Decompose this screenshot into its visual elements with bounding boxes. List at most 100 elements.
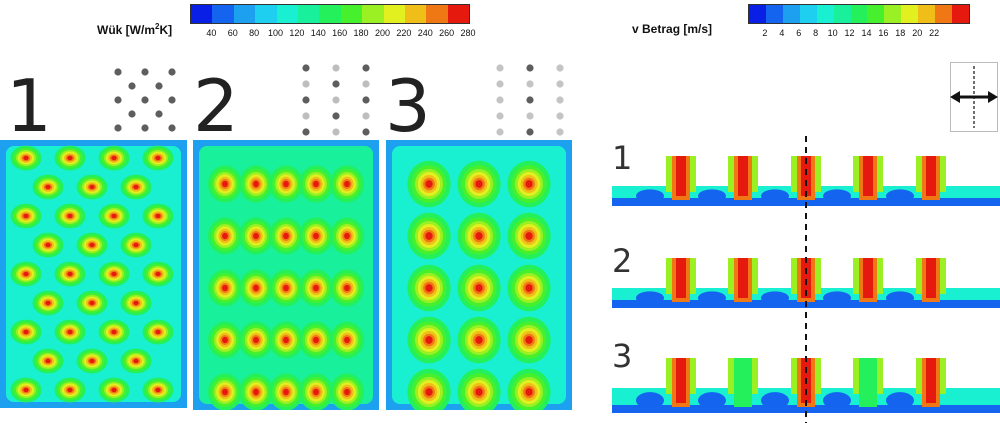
nozzle-dot [128,110,136,118]
jet-contour [45,242,51,248]
jet-contour [525,336,533,344]
recirculation-zone [823,392,851,409]
jet-peak [738,258,748,298]
colorbar-swatch [799,5,817,23]
colorbar-swatch [765,5,783,23]
colorbar-tick-label: 22 [929,28,940,38]
jet-peak [801,258,811,298]
jet-contour [253,232,259,240]
colorbar-swatch [404,5,427,23]
jet-contour [525,180,533,188]
jet-core [859,358,877,407]
colorbar-tick-label: 160 [332,28,348,38]
colorbar-tick-label: 18 [895,28,906,38]
section-3-label: 3 [612,337,633,375]
recirculation-zone [698,291,726,305]
jet-contour [133,358,139,364]
nozzle-dot [302,112,310,120]
colorbar-tick-label: 60 [227,28,238,38]
jet-contour [475,336,483,344]
jet-contour [45,300,51,306]
map-field [6,146,181,402]
colorbar-tick-label: 6 [796,28,802,38]
colorbar-swatch [191,5,213,23]
colorbar-tick-label: 120 [289,28,305,38]
jet-contour [475,232,483,240]
jet-contour [23,271,29,277]
jet-peak [738,156,748,196]
heat-transfer-colorbar [190,4,470,24]
colorbar-tick-label: 12 [844,28,855,38]
recirculation-zone [636,189,664,203]
colorbar-tick-label: 16 [878,28,889,38]
jet-peak [863,258,873,298]
jet-contour [475,388,483,396]
jet-peak [926,258,936,298]
nozzle-dot [362,64,370,72]
jet-contour [133,242,139,248]
heat-transfer-legend-title: Wük [W/m2K] [97,22,173,37]
colorbar-tick-label: 280 [460,28,476,38]
jet-contour [344,232,350,240]
nozzle-dot [526,96,534,104]
nozzle-dot [556,96,564,104]
jet-contour [45,184,51,190]
nozzle-dot [302,96,310,104]
nozzle-dot [362,96,370,104]
jet-contour [133,184,139,190]
heat-transfer-map-2 [193,140,379,410]
jet-contour [283,336,289,344]
nozzle-dot [128,82,136,90]
section-2-label: 2 [612,242,633,280]
recirculation-zone [886,392,914,409]
recirculation-zone [823,189,851,203]
jet-contour [525,284,533,292]
section-view-icon [950,62,998,132]
jet-contour [344,336,350,344]
section-plane-line [805,136,807,423]
nozzle-dot [362,128,370,136]
colorbar-swatch [447,5,470,23]
jet-peak [926,156,936,196]
nozzle-dot [302,128,310,136]
config-1-label: 1 [6,64,52,148]
jet-contour [253,388,259,396]
nozzle-dot [168,96,176,104]
colorbar-tick-label: 8 [813,28,819,38]
recirculation-zone [698,189,726,203]
jet-contour [525,232,533,240]
jet-contour [344,284,350,292]
heat-transfer-colorbar-ticks: 40 60 80 100 120 140 160 180 200 220 240 260 280 [190,28,475,40]
jet-peak [926,358,936,403]
colorbar-tick-label: 20 [912,28,923,38]
colorbar-tick-label: 240 [417,28,433,38]
colorbar-swatch [749,5,766,23]
colorbar-swatch [782,5,800,23]
jet-contour [67,271,73,277]
jet-contour [155,387,161,393]
nozzle-dot [155,110,163,118]
jet-contour [253,284,259,292]
jet-contour [155,329,161,335]
nozzle-dot [496,128,504,136]
colorbar-tick-label: 14 [861,28,872,38]
colorbar-tick-label: 220 [396,28,412,38]
jet-contour [525,388,533,396]
recirculation-zone [636,291,664,305]
nozzle-dot [114,68,122,76]
jet-contour [222,388,228,396]
jet-contour [155,213,161,219]
jet-contour [313,336,319,344]
nozzle-dot [362,80,370,88]
jet-contour [475,284,483,292]
section-1-label: 1 [612,139,633,177]
nozzle-dot [168,124,176,132]
colorbar-tick-label: 40 [206,28,217,38]
nozzle-dot [496,96,504,104]
jet-contour [23,155,29,161]
config-2-label: 2 [193,64,239,148]
colorbar-tick-label: 100 [268,28,284,38]
nozzle-dot [556,64,564,72]
jet-contour [133,300,139,306]
jet-contour [111,329,117,335]
